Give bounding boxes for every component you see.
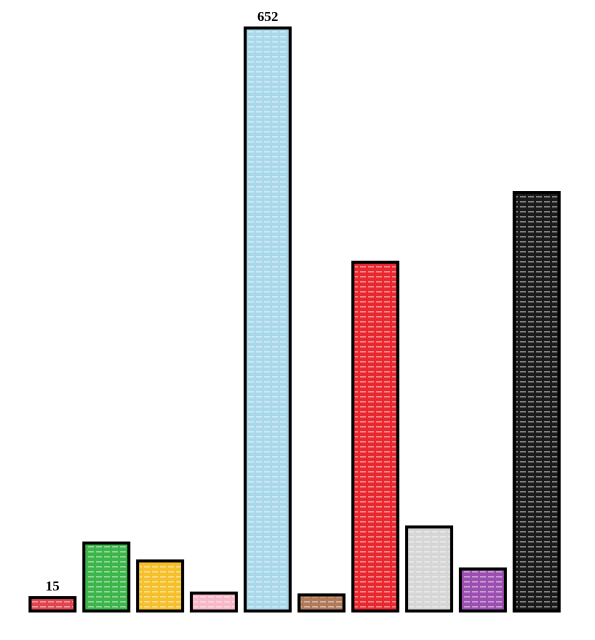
bar-texture	[139, 562, 181, 609]
data-label: 15	[46, 580, 60, 595]
bar-texture	[32, 599, 73, 609]
bar-texture	[516, 194, 558, 610]
data-label: 652	[257, 10, 278, 25]
bar-texture	[193, 595, 235, 609]
bar-texture	[85, 545, 127, 609]
bar-texture	[408, 528, 450, 609]
bar-texture	[354, 264, 396, 609]
bar-texture	[301, 596, 342, 609]
bar-texture	[462, 570, 504, 609]
bar-texture	[247, 30, 289, 609]
